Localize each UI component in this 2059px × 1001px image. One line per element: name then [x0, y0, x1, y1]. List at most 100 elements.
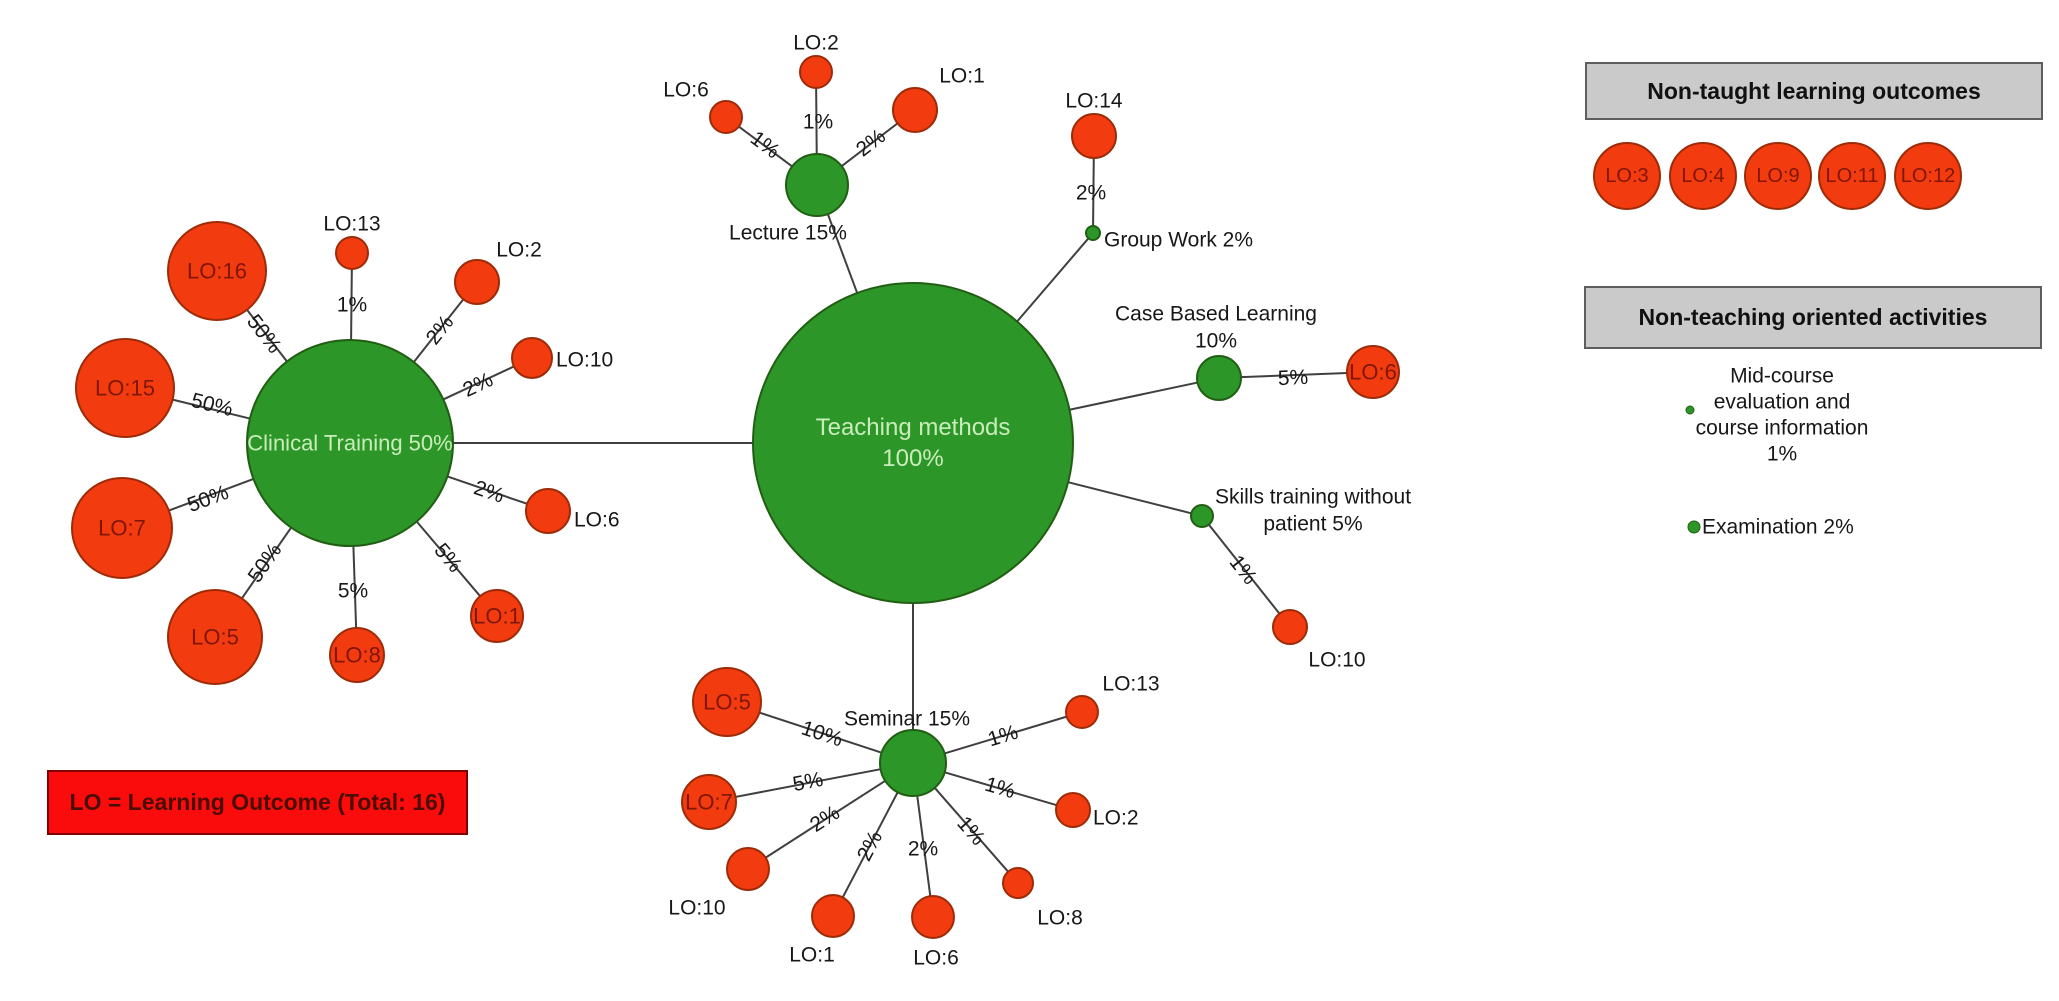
- edge-clinical-ct-lo5: [241, 526, 292, 599]
- outcome-sem-lo10-label: LO:10: [668, 897, 725, 920]
- edge-lecture-lec-lo6: [738, 125, 793, 168]
- outcome-ct-lo13-label: LO:13: [323, 213, 380, 236]
- outcome-ct-lo16-circle: [167, 221, 267, 321]
- edge-label-clinical-ct-lo15: 50%: [189, 389, 235, 421]
- node-lecture-label: Lecture 15%: [729, 222, 847, 245]
- edge-label-seminar-sem-lo13: 1%: [985, 721, 1021, 752]
- node-case-based-circle: [1196, 355, 1242, 401]
- outcome-ct-lo7-circle: [71, 477, 173, 579]
- legend-activity-label: 1%: [1767, 443, 1797, 466]
- edge-clinical-ct-lo1: [415, 520, 481, 597]
- edge-label-seminar-sem-lo5: 10%: [798, 717, 845, 752]
- node-group-work-label: Group Work 2%: [1104, 229, 1253, 252]
- outcome-sem-lo6-label: LO:6: [913, 947, 959, 970]
- outcome-lec-lo1-label: LO:1: [939, 65, 985, 88]
- lo-abbreviation-note: LO = Learning Outcome (Total: 16): [47, 770, 468, 835]
- edge-seminar-sem-lo10: [765, 779, 886, 859]
- edge-label-seminar-sem-lo2: 1%: [982, 773, 1018, 804]
- legend-outcome-label: LO:11: [1826, 165, 1879, 187]
- node-case-based-label: 10%: [1195, 330, 1237, 353]
- outcome-sk-lo10-circle: [1272, 609, 1308, 645]
- legend-outcome-circle: [1669, 142, 1737, 210]
- node-teaching-label: Teaching methods: [816, 414, 1011, 441]
- edge-case-based-cbl-lo6: [1240, 372, 1348, 379]
- outcome-sem-lo1-circle: [811, 894, 855, 938]
- outcome-sem-lo5-label: LO:5: [703, 690, 751, 715]
- outcome-gw-lo14-circle: [1071, 113, 1117, 159]
- outcome-cbl-lo6-label: LO:6: [1349, 360, 1397, 385]
- node-skills-label: patient 5%: [1263, 513, 1362, 536]
- legend-activity-label: course information: [1696, 417, 1869, 440]
- node-seminar-circle: [879, 729, 947, 797]
- edge-seminar-sem-lo7: [735, 768, 881, 798]
- outcome-ct-lo5-label: LO:5: [191, 625, 239, 650]
- edge-label-seminar-sem-lo10: 2%: [806, 801, 844, 837]
- edge-lecture-lec-lo2: [815, 87, 818, 155]
- edge-clinical-ct-lo13: [350, 268, 353, 341]
- edge-teaching-group-work: [1016, 237, 1090, 323]
- outcome-ct-lo2-label: LO:2: [496, 239, 542, 262]
- edge-label-case-based-cbl-lo6: 5%: [1277, 366, 1308, 390]
- node-clinical-label: Clinical Training 50%: [247, 431, 452, 456]
- outcome-ct-lo10-label: LO:10: [556, 349, 613, 372]
- edge-clinical-ct-lo15: [172, 398, 251, 420]
- edge-clinical-ct-lo10: [442, 365, 515, 401]
- outcome-lec-lo6-circle: [709, 100, 743, 134]
- edge-seminar-sem-lo1: [841, 791, 899, 898]
- outcome-ct-lo13-circle: [335, 236, 369, 270]
- legend-non-teaching-title: Non-teaching oriented activities: [1638, 304, 1988, 330]
- outcome-sem-lo7-circle: [681, 774, 737, 830]
- edge-teaching-skills: [1067, 481, 1192, 515]
- edge-skills-sk-lo10: [1208, 523, 1281, 615]
- edge-label-seminar-sem-lo7: 5%: [791, 768, 825, 796]
- outcome-sem-lo8-circle: [1002, 867, 1034, 899]
- legend-outcome-circle: [1593, 142, 1661, 210]
- outcome-lec-lo2-circle: [799, 55, 833, 89]
- edge-label-lecture-lec-lo6: 1%: [746, 127, 784, 164]
- outcome-ct-lo10-circle: [511, 337, 553, 379]
- edge-label-seminar-sem-lo1: 2%: [853, 827, 887, 865]
- legend-non-taught-box: Non-taught learning outcomes: [1585, 62, 2043, 120]
- node-teaching-circle: [752, 282, 1074, 604]
- edge-label-lecture-lec-lo1: 2%: [852, 125, 890, 162]
- edge-label-clinical-ct-lo1: 5%: [429, 539, 466, 577]
- edge-clinical-ct-lo6: [447, 475, 528, 505]
- legend-activity-dot: [1685, 405, 1695, 415]
- outcome-ct-lo1-circle: [470, 589, 524, 643]
- outcome-sem-lo2-circle: [1055, 792, 1091, 828]
- edge-label-clinical-ct-lo13: 1%: [337, 294, 367, 317]
- legend-non-teaching-box: Non-teaching oriented activities: [1584, 286, 2042, 349]
- outcome-ct-lo8-circle: [329, 627, 385, 683]
- edge-clinical-ct-lo8: [352, 545, 358, 629]
- legend-outcome-circle: [1894, 142, 1962, 210]
- outcome-lec-lo1-circle: [892, 87, 938, 133]
- edge-label-clinical-ct-lo5: 50%: [244, 539, 287, 587]
- edge-clinical-ct-lo7: [168, 478, 254, 512]
- edge-seminar-sem-lo6: [916, 795, 932, 897]
- legend-outcome-label: LO:9: [1756, 165, 1799, 187]
- outcome-sk-lo10-label: LO:10: [1308, 649, 1365, 672]
- outcome-ct-lo2-circle: [454, 259, 500, 305]
- legend-outcome-circle: [1744, 142, 1812, 210]
- edge-lecture-lec-lo1: [841, 122, 899, 167]
- node-skills-circle: [1190, 504, 1214, 528]
- edge-seminar-sem-lo5: [758, 711, 882, 754]
- node-skills-label: Skills training without: [1215, 486, 1411, 509]
- node-clinical-circle: [246, 339, 454, 547]
- outcome-sem-lo1-label: LO:1: [789, 944, 835, 967]
- edge-label-clinical-ct-lo2: 2%: [422, 311, 459, 349]
- outcome-cbl-lo6-circle: [1346, 345, 1400, 399]
- outcome-ct-lo6-circle: [525, 488, 571, 534]
- legend-activity-label: evaluation and: [1714, 391, 1851, 414]
- outcome-sem-lo5-circle: [692, 667, 762, 737]
- legend-outcome-circle: [1818, 142, 1886, 210]
- outcome-ct-lo8-label: LO:8: [333, 643, 381, 668]
- edge-clinical-ct-lo2: [413, 298, 465, 363]
- legend-outcome-label: LO:12: [1901, 165, 1955, 187]
- edge-teaching-lecture: [826, 213, 859, 294]
- outcome-sem-lo6-circle: [911, 895, 955, 939]
- outcome-ct-lo15-circle: [75, 338, 175, 438]
- edge-clinical-ct-lo16: [246, 309, 288, 363]
